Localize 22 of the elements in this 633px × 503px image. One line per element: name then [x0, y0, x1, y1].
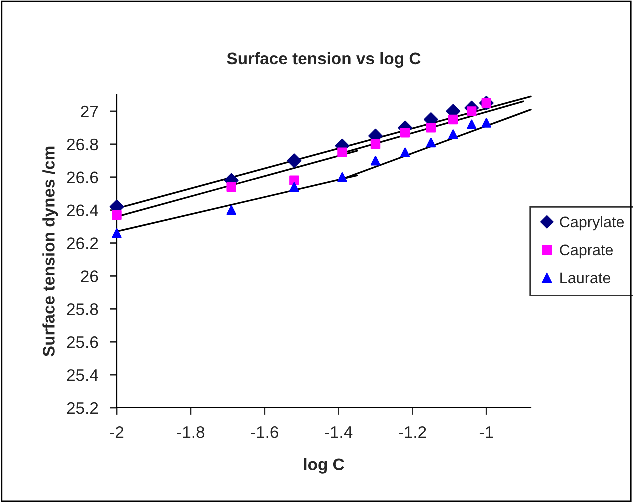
legend-label: Laurate	[560, 272, 611, 284]
x-axis-title: log C	[304, 458, 344, 474]
x-tick-label: -1	[480, 426, 494, 438]
x-tick-label: -1.4	[325, 426, 353, 438]
y-tick-label: 26	[81, 270, 98, 282]
legend-label: Caprylate	[560, 216, 624, 231]
x-tick-label: -1.6	[251, 426, 278, 438]
x-tick-label: -1.8	[177, 426, 205, 438]
y-tick-label: 26.6	[67, 172, 98, 184]
legend-label: Caprate	[560, 244, 614, 259]
y-axis-title: Surface tension dynes /cm	[42, 146, 58, 357]
y-tick-label: 25.2	[67, 402, 98, 414]
y-tick-label: 25.8	[67, 304, 98, 316]
y-tick-label: 26.4	[67, 204, 98, 217]
chart-title: Surface tension vs log C	[227, 52, 421, 68]
y-tick-label: 26.8	[67, 138, 98, 151]
x-tick-label: -2	[110, 426, 124, 438]
x-tick-label: -1.2	[399, 426, 426, 438]
y-tick-label: 26.2	[67, 238, 98, 250]
y-tick-label: 25.4	[67, 369, 98, 382]
y-tick-label: 25.6	[67, 336, 98, 348]
y-tick-label: 27	[81, 106, 98, 118]
